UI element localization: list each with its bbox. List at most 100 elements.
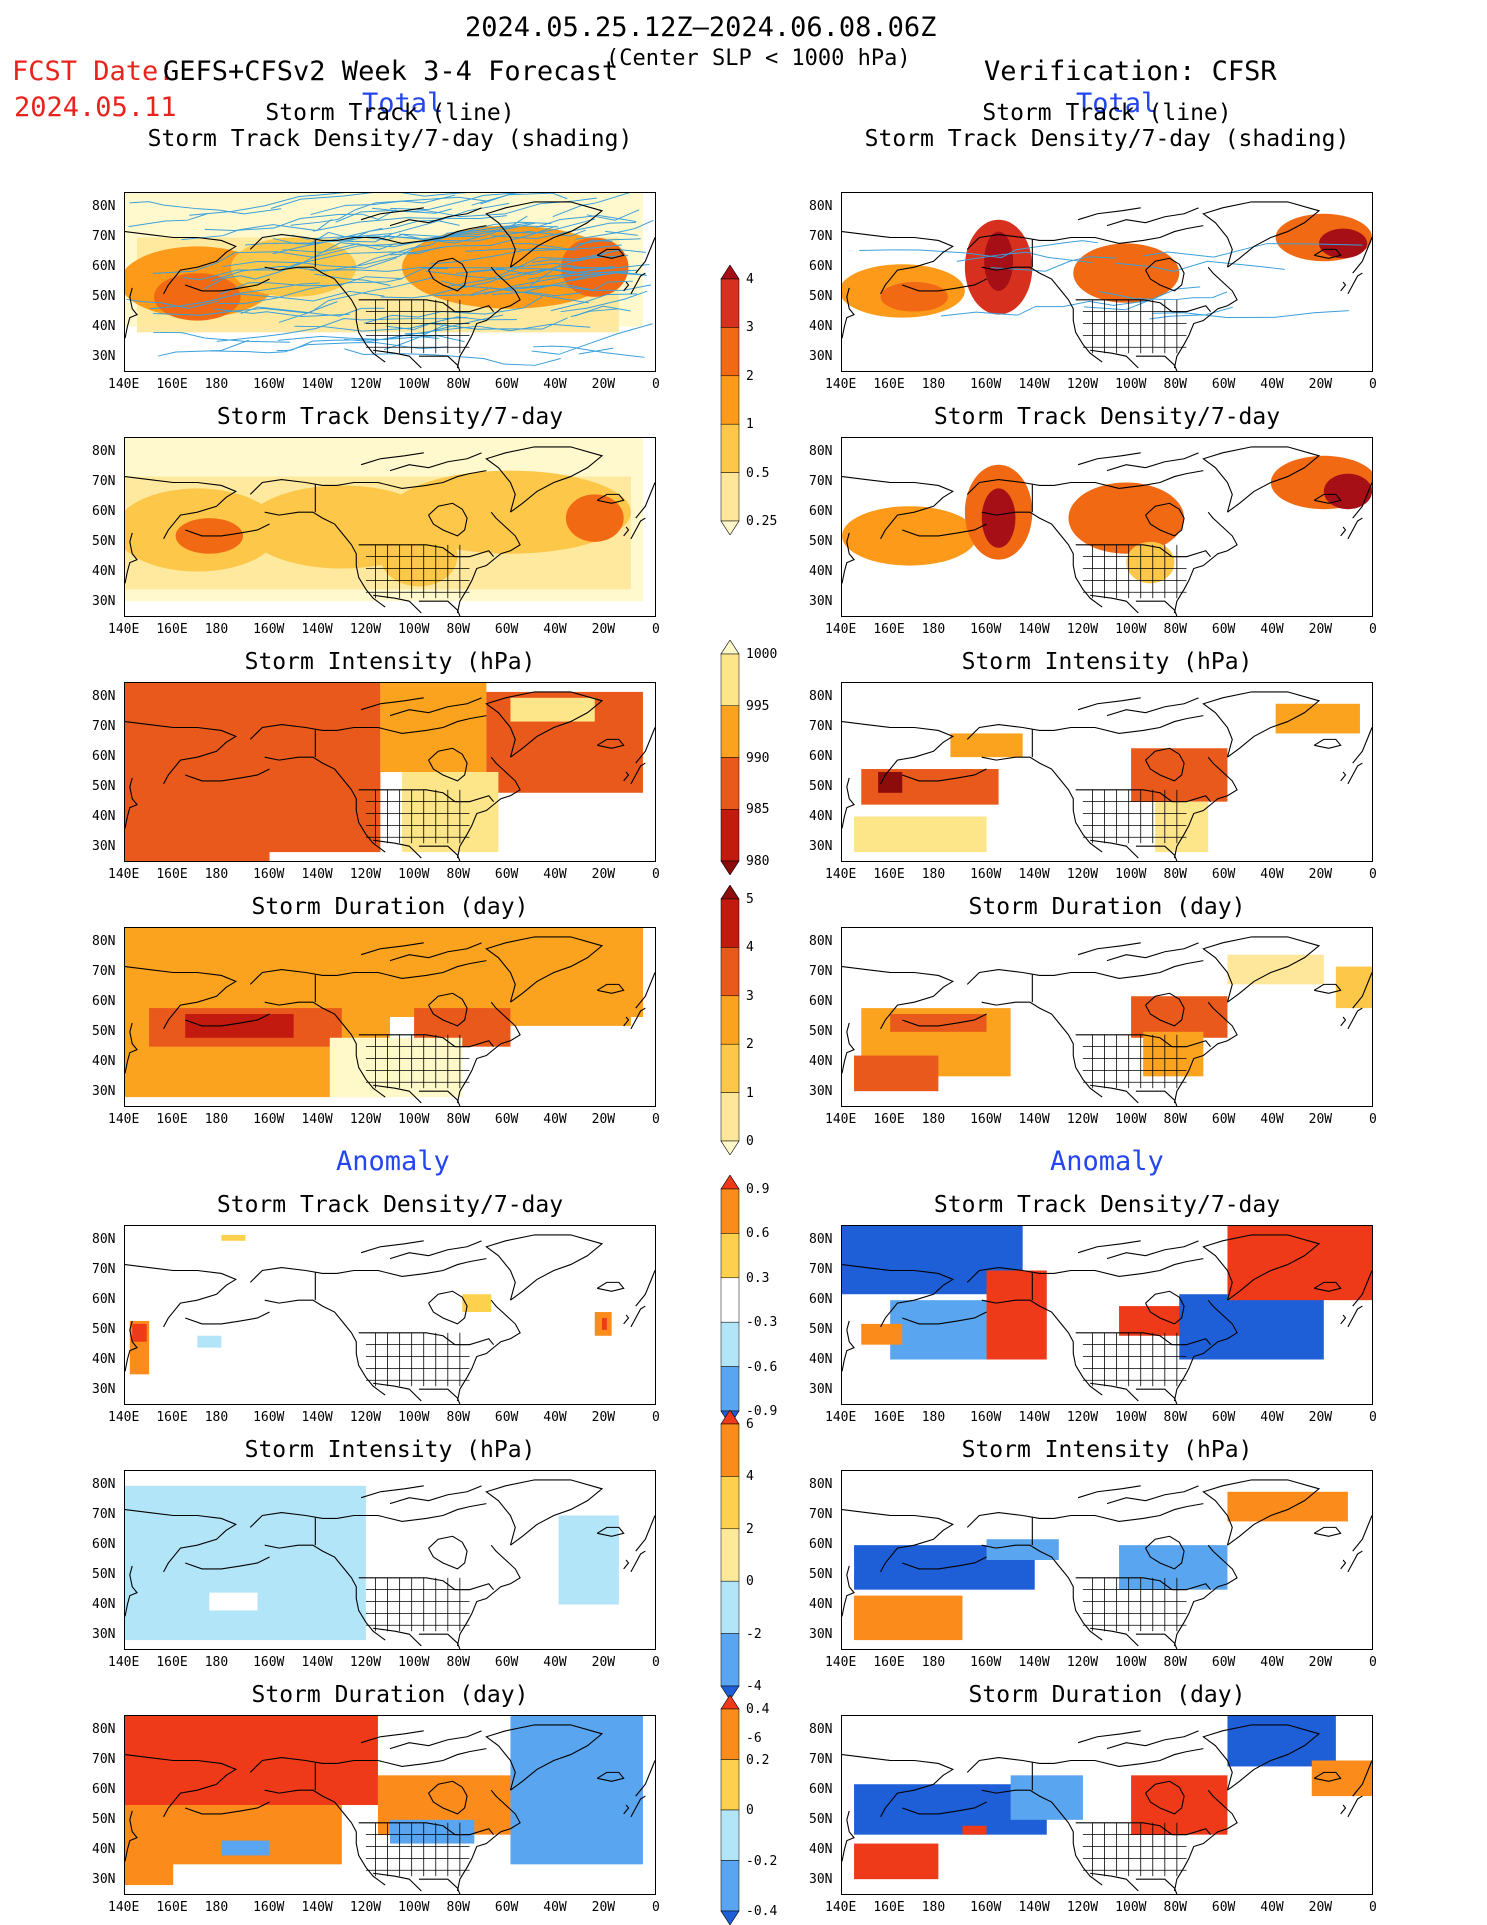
x-tick-label: 160E (156, 867, 188, 882)
y-tick-label: 50N (809, 779, 833, 794)
x-tick-label: 20W (591, 622, 616, 637)
x-tick-label: 0 (652, 1900, 660, 1915)
coastlines (125, 936, 655, 1106)
x-tick-label: 80W (446, 1655, 471, 1670)
y-tick-label: 70N (809, 474, 833, 489)
y-tick-label: 50N (809, 1812, 833, 1827)
x-tick-label: 80W (1163, 1900, 1188, 1915)
x-tick-label: 40W (1260, 622, 1284, 637)
y-tick-label: 60N (92, 994, 116, 1009)
colorbar-tick-label: -0.4 (746, 1904, 778, 1919)
y-tick-label: 60N (92, 749, 116, 764)
x-tick-label: 60W (494, 867, 519, 882)
fcst-date: 2024.05.11 (14, 92, 177, 123)
panel-title: Storm Track Density/7-day (216, 404, 564, 430)
y-tick-label: 40N (809, 1054, 833, 1069)
shading (842, 1226, 1372, 1360)
state-borders (1082, 1034, 1187, 1089)
y-tick-label: 50N (92, 779, 116, 794)
map-density-tracks-fcst (124, 192, 656, 372)
x-tick-label: 120W (349, 1410, 382, 1425)
y-tick-label: 40N (809, 1597, 833, 1612)
x-tick-label: 180 (204, 622, 229, 637)
y-tick-label: 80N (809, 934, 833, 949)
x-tick-label: 160W (970, 1655, 1002, 1670)
x-tick-label: 180 (204, 1410, 229, 1425)
x-tick-label: 40W (543, 1112, 567, 1127)
x-tick-label: 100W (1115, 1900, 1147, 1915)
colorbar-density (720, 265, 740, 535)
x-tick-label: 140E (108, 1900, 140, 1915)
x-tick-label: 20W (591, 1655, 616, 1670)
state-borders (1082, 789, 1187, 844)
x-tick-label: 100W (1115, 622, 1147, 637)
x-tick-label: 0 (652, 622, 660, 637)
colorbar-tick-label: 5 (746, 892, 754, 907)
x-tick-label: 140W (1018, 622, 1050, 637)
x-tick-label: 140E (825, 1900, 857, 1915)
y-tick-label: 40N (92, 809, 116, 824)
y-tick-label: 60N (809, 994, 833, 1009)
x-tick-label: 120W (1066, 1112, 1099, 1127)
panel-title: Storm Intensity (hPa) (961, 649, 1253, 675)
y-tick-label: 70N (92, 1507, 116, 1522)
x-tick-label: 140E (825, 1112, 857, 1127)
y-tick-label: 80N (92, 1722, 116, 1737)
x-tick-label: 80W (1163, 1655, 1188, 1670)
y-tick-label: 50N (92, 289, 116, 304)
x-tick-label: 80W (1163, 377, 1188, 392)
y-tick-label: 80N (92, 1477, 116, 1492)
colorbar-tick-label: 0.25 (746, 514, 778, 529)
x-tick-label: 60W (494, 1900, 519, 1915)
x-tick-label: 60W (494, 622, 519, 637)
y-tick-label: 30N (809, 1627, 833, 1642)
x-tick-label: 20W (1308, 622, 1333, 637)
x-tick-label: 60W (1211, 1655, 1236, 1670)
y-tick-label: 50N (809, 1322, 833, 1337)
shading (854, 1716, 1372, 1880)
y-tick-label: 40N (809, 564, 833, 579)
y-tick-label: 70N (809, 1262, 833, 1277)
x-tick-label: 100W (398, 1410, 430, 1425)
y-tick-label: 80N (809, 1722, 833, 1737)
x-tick-label: 160E (873, 622, 905, 637)
map-density-fcst (124, 437, 656, 617)
state-borders (365, 1577, 470, 1632)
y-tick-label: 50N (809, 289, 833, 304)
x-tick-label: 140W (1018, 1112, 1050, 1127)
colorbar-tick-label: 0.6 (746, 1226, 770, 1242)
x-tick-label: 180 (921, 1655, 946, 1670)
x-tick-label: 60W (494, 1112, 519, 1127)
colorbar-tick-label: 0.4 (746, 1702, 770, 1717)
colorbar-duration (720, 885, 740, 1155)
y-tick-label: 40N (92, 319, 116, 334)
x-tick-label: 0 (1369, 1655, 1377, 1670)
y-tick-label: 70N (809, 229, 833, 244)
y-tick-label: 30N (809, 839, 833, 854)
panel-title: Storm Track Density/7-day (933, 404, 1281, 430)
colorbar-tick-label: 980 (746, 854, 770, 869)
total-right-label: Total (1076, 88, 1158, 119)
map-duration-fcst (124, 927, 656, 1107)
x-tick-label: 0 (1369, 622, 1377, 637)
x-tick-label: 180 (204, 1900, 229, 1915)
y-tick-label: 80N (809, 199, 833, 214)
x-tick-label: 100W (1115, 1410, 1147, 1425)
x-tick-label: 160W (253, 867, 285, 882)
x-tick-label: 160W (253, 1900, 285, 1915)
y-tick-label: 50N (92, 1322, 116, 1337)
shading (125, 1716, 643, 1886)
state-borders (365, 1332, 470, 1387)
x-tick-label: 160W (253, 1112, 285, 1127)
state-borders (365, 789, 470, 844)
y-tick-label: 80N (809, 1477, 833, 1492)
panel-title: Storm Track (line) Storm Track Density/7… (864, 100, 1350, 152)
x-tick-label: 20W (1308, 377, 1333, 392)
colorbar-tick-label: 1 (746, 417, 754, 433)
shading (125, 1479, 643, 1641)
x-tick-label: 140E (108, 622, 140, 637)
x-tick-label: 140W (301, 377, 333, 392)
x-tick-label: 140E (825, 377, 857, 392)
y-tick-label: 30N (92, 839, 116, 854)
x-tick-label: 0 (652, 377, 660, 392)
